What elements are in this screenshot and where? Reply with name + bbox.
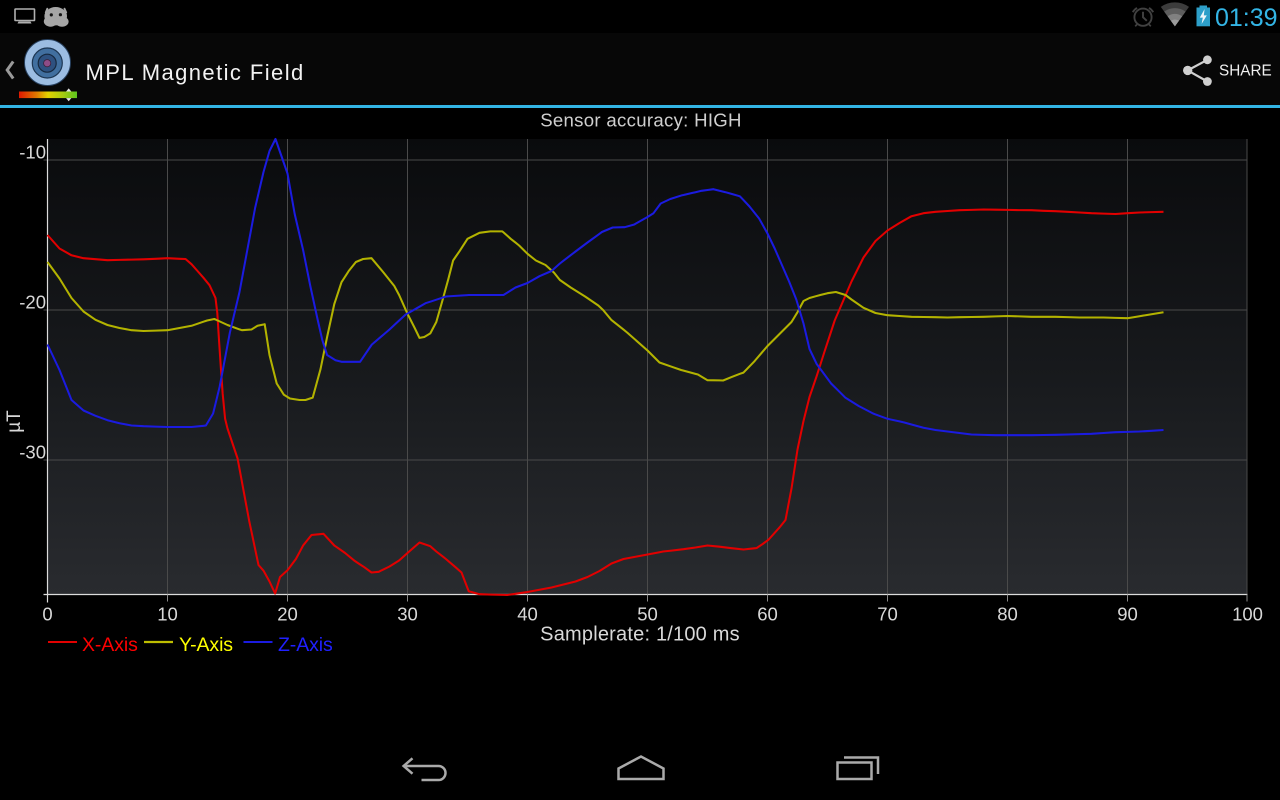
svg-text:Sensor accuracy: HIGH: Sensor accuracy: HIGH (540, 109, 742, 130)
svg-text:0: 0 (42, 604, 52, 625)
svg-text:-10: -10 (19, 142, 46, 163)
svg-text:Z-Axis: Z-Axis (278, 634, 333, 656)
svg-text:X-Axis: X-Axis (82, 634, 138, 656)
svg-text:30: 30 (397, 604, 418, 625)
svg-text:10: 10 (157, 604, 178, 625)
svg-text:-20: -20 (19, 292, 46, 313)
svg-text:µT: µT (4, 410, 25, 433)
svg-text:90: 90 (1117, 604, 1138, 625)
svg-text:40: 40 (517, 604, 538, 625)
svg-text:MPL Magnetic Field: MPL Magnetic Field (86, 60, 305, 85)
svg-text:-30: -30 (19, 442, 46, 463)
svg-text:SHARE: SHARE (1219, 63, 1272, 80)
svg-text:80: 80 (997, 604, 1018, 625)
svg-text:Y-Axis: Y-Axis (179, 634, 233, 656)
svg-text:70: 70 (877, 604, 898, 625)
svg-text:60: 60 (757, 604, 778, 625)
svg-text:20: 20 (277, 604, 298, 625)
svg-text:100: 100 (1232, 604, 1263, 625)
svg-text:Samplerate: 1/100 ms: Samplerate: 1/100 ms (540, 624, 740, 646)
svg-text:50: 50 (637, 604, 658, 625)
svg-text:01:39: 01:39 (1215, 4, 1278, 32)
